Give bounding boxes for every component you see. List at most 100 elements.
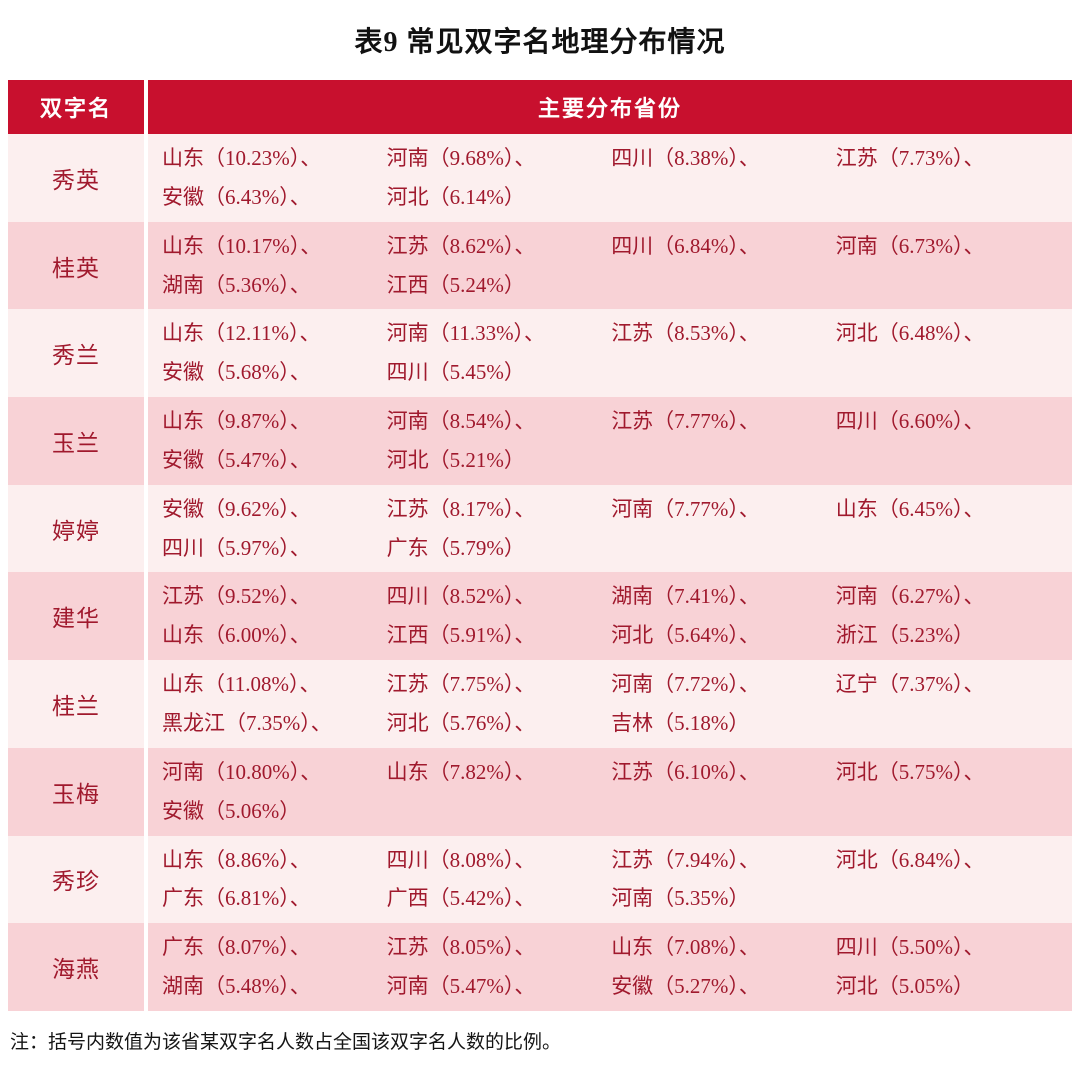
table-row: 婷婷 安徽（9.62%）、 江苏（8.17%）、 河南（7.77%）、 山东（6.45%… (8, 484, 1072, 573)
province-item: 山东（8.86%）、 (162, 847, 311, 872)
province-item: 山东（7.82%）、 (386, 759, 536, 784)
table-row: 海燕 广东（8.07%）、 江苏（8.05%）、 山东（7.08%）、 四川（5.50%… (8, 923, 1072, 1011)
table-row: 桂兰 山东（11.08%）、 江苏（7.75%）、 河南（7.72%）、 辽宁（7.37… (8, 660, 1072, 748)
province-item: 河北（5.21%） (386, 447, 525, 472)
province-item: 河北（6.84%）、 (835, 847, 985, 872)
province-item: 河南（5.47%）、 (386, 974, 536, 999)
province-item: 江苏（8.17%）、 (386, 496, 536, 521)
province-item: 安徽（5.27%）、 (611, 974, 760, 999)
province-item: 河北（5.05%） (835, 974, 975, 999)
province-item: 广东（5.79%） (386, 535, 525, 560)
province-item: 吉林（5.18%） (611, 710, 750, 735)
provinces-cell: 山东（9.87%）、 河南（8.54%）、 江苏（7.77%）、 四川（6.60%）、… (148, 397, 1072, 485)
table-row: 秀兰 山东（12.11%）、 河南（11.33%）、 江苏（8.53%）、 河北（6.4… (8, 309, 1072, 398)
province-item: 河南（8.54%）、 (386, 409, 536, 434)
province-item: 四川（8.52%）、 (386, 584, 536, 609)
province-item: 山东（12.11%）、 (162, 321, 321, 346)
column-header-provinces: 主要分布省份 (148, 80, 1072, 134)
footnote: 注：括号内数值为该省某双字名人数占全国该双字名人数的比例。 (10, 1031, 562, 1053)
name-cell: 秀兰 (8, 309, 148, 398)
provinces-cell: 山东（10.23%）、 河南（9.68%）、 四川（8.38%）、 江苏（7.73%）… (148, 134, 1072, 222)
name-cell: 桂英 (8, 221, 148, 310)
provinces-cell: 山东（11.08%）、 江苏（7.75%）、 河南（7.72%）、 辽宁（7.37%）… (148, 660, 1072, 748)
province-item: 江西（5.91%）、 (386, 623, 536, 648)
province-item: 安徽（6.43%）、 (162, 184, 311, 209)
province-item: 四川（8.38%）、 (611, 146, 760, 170)
province-item: 江苏（7.94%）、 (611, 847, 760, 872)
province-item: 江苏（7.75%）、 (386, 672, 536, 697)
province-item: 江苏（9.52%）、 (162, 584, 311, 609)
province-item: 河北（5.75%）、 (835, 759, 985, 784)
province-item: 广东（8.07%）、 (162, 935, 311, 960)
province-item: 江苏（7.77%）、 (611, 409, 760, 434)
province-item: 山东（6.00%）、 (162, 623, 311, 648)
province-item: 四川（6.60%）、 (835, 409, 985, 434)
province-item: 安徽（9.62%）、 (162, 496, 311, 521)
provinces-cell: 安徽（9.62%）、 江苏（8.17%）、 河南（7.77%）、 山东（6.45%）、… (148, 485, 1072, 573)
province-item: 河南（11.33%）、 (386, 321, 546, 346)
province-item: 河北（5.76%）、 (386, 710, 536, 735)
province-item: 河南（9.68%）、 (386, 146, 536, 170)
table-header-row: 双字名 主要分布省份 (8, 80, 1072, 134)
province-item: 黑龙江（7.35%）、 (162, 710, 332, 735)
province-item: 山东（9.87%）、 (162, 409, 311, 434)
name-cell: 桂兰 (8, 660, 148, 748)
name-cell: 秀珍 (8, 835, 148, 924)
provinces-cell: 江苏（9.52%）、 四川（8.52%）、 湖南（7.41%）、 河南（6.27%）、… (148, 572, 1072, 660)
table-row: 建华 江苏（9.52%）、 四川（8.52%）、 湖南（7.41%）、 河南（6.27%… (8, 572, 1072, 661)
province-item: 安徽（5.68%）、 (162, 360, 311, 385)
provinces-cell: 山东（8.86%）、 四川（8.08%）、 江苏（7.94%）、 河北（6.84%）、… (148, 836, 1072, 924)
province-item: 河北（6.14%） (386, 184, 525, 209)
province-item: 山东（6.45%）、 (835, 496, 985, 521)
province-item: 广西（5.42%）、 (386, 886, 536, 911)
province-item: 四川（5.45%） (386, 360, 525, 385)
name-cell: 海燕 (8, 923, 148, 1011)
name-cell: 秀英 (8, 134, 148, 222)
province-item: 河南（6.27%）、 (835, 584, 985, 609)
province-item: 山东（10.17%）、 (162, 233, 322, 258)
province-item: 河南（5.35%） (611, 886, 750, 911)
province-item: 河北（6.48%）、 (835, 321, 985, 346)
provinces-cell: 河南（10.80%）、 山东（7.82%）、 江苏（6.10%）、 河北（5.75%）… (148, 748, 1072, 836)
province-item: 河南（7.77%）、 (611, 496, 760, 521)
province-item: 河北（5.64%）、 (611, 623, 760, 648)
name-cell: 玉兰 (8, 397, 148, 485)
province-item: 江苏（6.10%）、 (611, 759, 760, 784)
credit-line: 公安部户政管理研究中心 制 (8, 1082, 1054, 1087)
province-item: 山东（11.08%）、 (162, 672, 321, 697)
name-cell: 婷婷 (8, 484, 148, 573)
table-row: 秀珍 山东（8.86%）、 四川（8.08%）、 江苏（7.94%）、 河北（6.84%… (8, 835, 1072, 924)
province-item: 湖南（7.41%）、 (611, 584, 760, 609)
province-item: 河南（10.80%）、 (162, 759, 322, 784)
name-cell: 建华 (8, 572, 148, 661)
province-item: 湖南（5.48%）、 (162, 974, 311, 999)
table-row: 玉梅 河南（10.80%）、 山东（7.82%）、 江苏（6.10%）、 河北（5.75… (8, 747, 1072, 836)
province-item: 安徽（5.47%）、 (162, 447, 311, 472)
table-body: 秀英 山东（10.23%）、 河南（9.68%）、 四川（8.38%）、 江苏（7.73… (8, 134, 1072, 1011)
province-item: 安徽（5.06%） (162, 798, 301, 823)
province-item: 湖南（5.36%）、 (162, 272, 311, 297)
province-item: 河南（7.72%）、 (611, 672, 760, 697)
table-row: 秀英 山东（10.23%）、 河南（9.68%）、 四川（8.38%）、 江苏（7.73… (8, 134, 1072, 222)
provinces-cell: 山东（10.17%）、 江苏（8.62%）、 四川（6.84%）、 河南（6.73%）… (148, 222, 1072, 310)
provinces-cell: 山东（12.11%）、 河南（11.33%）、 江苏（8.53%）、 河北（6.48%… (148, 309, 1072, 397)
province-item: 江苏（8.53%）、 (611, 321, 760, 346)
province-item: 江苏（8.62%）、 (386, 233, 536, 258)
table-row: 桂英 山东（10.17%）、 江苏（8.62%）、 四川（6.84%）、 河南（6.73… (8, 221, 1072, 310)
province-item: 江苏（7.73%）、 (835, 146, 985, 170)
province-item: 山东（7.08%）、 (611, 935, 760, 960)
province-item: 四川（5.50%）、 (835, 935, 985, 960)
province-item: 江西（5.24%） (386, 272, 525, 297)
name-cell: 玉梅 (8, 747, 148, 836)
province-item: 河南（6.73%）、 (835, 233, 985, 258)
province-item: 浙江（5.23%） (835, 623, 975, 648)
table-row: 玉兰 山东（9.87%）、 河南（8.54%）、 江苏（7.77%）、 四川（6.60%… (8, 397, 1072, 485)
province-item: 山东（10.23%）、 (162, 146, 322, 170)
province-item: 四川（5.97%）、 (162, 535, 311, 560)
province-item: 辽宁（7.37%）、 (835, 672, 985, 697)
province-item: 四川（6.84%）、 (611, 233, 760, 258)
province-item: 广东（6.81%）、 (162, 886, 311, 911)
distribution-table: 双字名 主要分布省份 秀英 山东（10.23%）、 河南（9.68%）、 四川（8.3… (8, 80, 1072, 1011)
province-item: 四川（8.08%）、 (386, 847, 536, 872)
